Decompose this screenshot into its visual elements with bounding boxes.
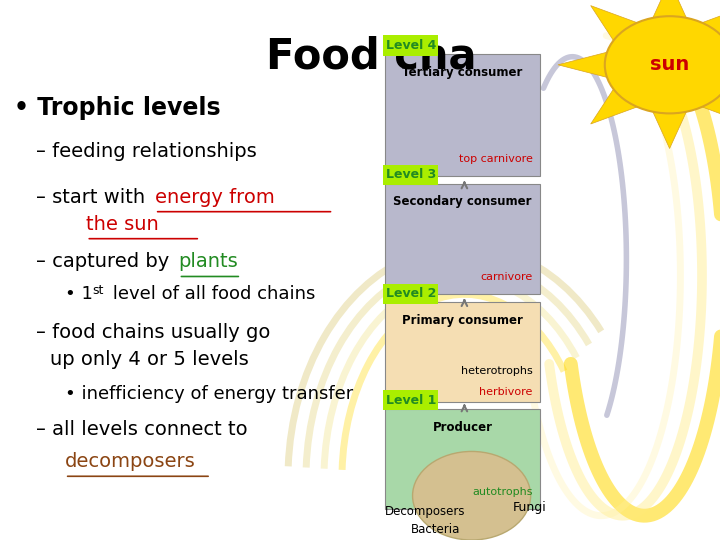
Text: energy from: energy from	[155, 187, 274, 207]
Text: Bacteria: Bacteria	[411, 523, 460, 536]
Text: – captured by: – captured by	[36, 252, 176, 272]
Text: sun: sun	[650, 55, 689, 75]
FancyBboxPatch shape	[385, 302, 540, 402]
Text: Primary consumer: Primary consumer	[402, 314, 523, 327]
Text: plants: plants	[179, 252, 238, 272]
Text: up only 4 or 5 levels: up only 4 or 5 levels	[50, 349, 249, 369]
Text: Level 1: Level 1	[386, 394, 436, 407]
FancyBboxPatch shape	[383, 284, 438, 304]
FancyBboxPatch shape	[385, 54, 540, 176]
Text: – food chains usually go: – food chains usually go	[36, 322, 271, 342]
FancyBboxPatch shape	[383, 165, 438, 185]
FancyBboxPatch shape	[383, 35, 438, 56]
Polygon shape	[702, 89, 720, 124]
Text: Secondary consumer: Secondary consumer	[393, 195, 532, 208]
Polygon shape	[653, 0, 686, 18]
Text: level of all food chains: level of all food chains	[107, 285, 315, 303]
FancyBboxPatch shape	[385, 409, 540, 509]
Text: autotrophs: autotrophs	[472, 487, 533, 497]
Polygon shape	[653, 112, 686, 149]
Text: – all levels connect to: – all levels connect to	[36, 420, 248, 439]
Text: • inefficiency of energy transfer: • inefficiency of energy transfer	[65, 385, 353, 403]
Polygon shape	[590, 89, 637, 124]
Text: carnivore: carnivore	[480, 272, 533, 282]
Text: – feeding relationships: – feeding relationships	[36, 141, 257, 161]
Circle shape	[605, 16, 720, 113]
Polygon shape	[558, 52, 607, 77]
Text: • Trophic levels: • Trophic levels	[14, 96, 221, 120]
Text: • 1: • 1	[65, 285, 93, 303]
Text: st: st	[92, 284, 104, 297]
Text: decomposers: decomposers	[65, 452, 196, 471]
Text: herbivore: herbivore	[480, 387, 533, 397]
Text: top carnivore: top carnivore	[459, 153, 533, 164]
Text: Level 2: Level 2	[386, 287, 436, 300]
Text: – start with: – start with	[36, 187, 151, 207]
Text: Producer: Producer	[433, 421, 492, 434]
Polygon shape	[590, 5, 637, 40]
Polygon shape	[702, 5, 720, 40]
Text: Food cha: Food cha	[266, 36, 477, 78]
Text: Level 3: Level 3	[386, 168, 436, 181]
Text: Level 4: Level 4	[386, 39, 436, 52]
Text: Decomposers: Decomposers	[385, 505, 466, 518]
Text: heterotrophs: heterotrophs	[461, 366, 533, 376]
Text: Tertiary consumer: Tertiary consumer	[402, 66, 523, 79]
FancyBboxPatch shape	[383, 390, 438, 410]
Circle shape	[413, 451, 531, 540]
Text: the sun: the sun	[86, 214, 159, 234]
Text: Fungi: Fungi	[513, 501, 546, 514]
FancyBboxPatch shape	[385, 184, 540, 294]
